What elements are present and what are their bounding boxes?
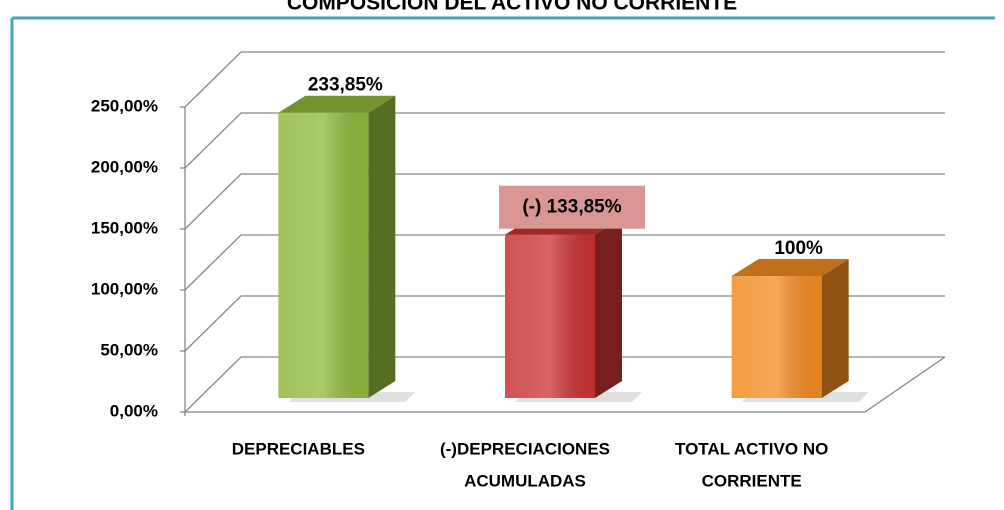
- value-label: (-) 133,85%: [522, 197, 621, 218]
- value-label-box: [499, 185, 645, 229]
- y-tick-label: 250,00%: [91, 96, 158, 115]
- x-tick-label: TOTAL ACTIVO NO: [675, 439, 828, 458]
- bar-shine: [278, 112, 369, 398]
- value-label: 233,85%: [308, 75, 383, 96]
- bar-top: [731, 259, 849, 276]
- y-tick-label: 100,00%: [91, 279, 158, 298]
- grid-line: [184, 173, 945, 230]
- grid-line: [184, 112, 945, 169]
- x-tick-label: CORRIENTE: [702, 471, 802, 490]
- bar-side: [821, 259, 849, 398]
- bar-shine: [731, 276, 822, 398]
- y-tick-label: 50,00%: [100, 340, 158, 359]
- bar-side: [595, 217, 622, 398]
- value-label: 100%: [774, 238, 823, 259]
- bar-top: [278, 95, 396, 113]
- grid-line: [184, 295, 945, 352]
- x-tick-label: ACUMULADAS: [464, 471, 586, 490]
- y-tick-label: 0,00%: [110, 401, 158, 420]
- grid-line: [184, 356, 945, 413]
- grid-line: [184, 51, 945, 108]
- chart-title: COMPOSICIÓN DEL ACTIVO NO CORRIENTE: [287, 0, 737, 15]
- y-tick-label: 150,00%: [91, 218, 158, 237]
- floor-edge: [185, 356, 946, 413]
- bar-side: [368, 95, 396, 398]
- bar-shine: [505, 234, 595, 398]
- y-tick-label: 200,00%: [91, 157, 158, 176]
- x-tick-label: (-)DEPRECIACIONES: [440, 439, 610, 458]
- x-tick-label: DEPRECIABLES: [232, 439, 365, 458]
- grid-line: [184, 234, 945, 291]
